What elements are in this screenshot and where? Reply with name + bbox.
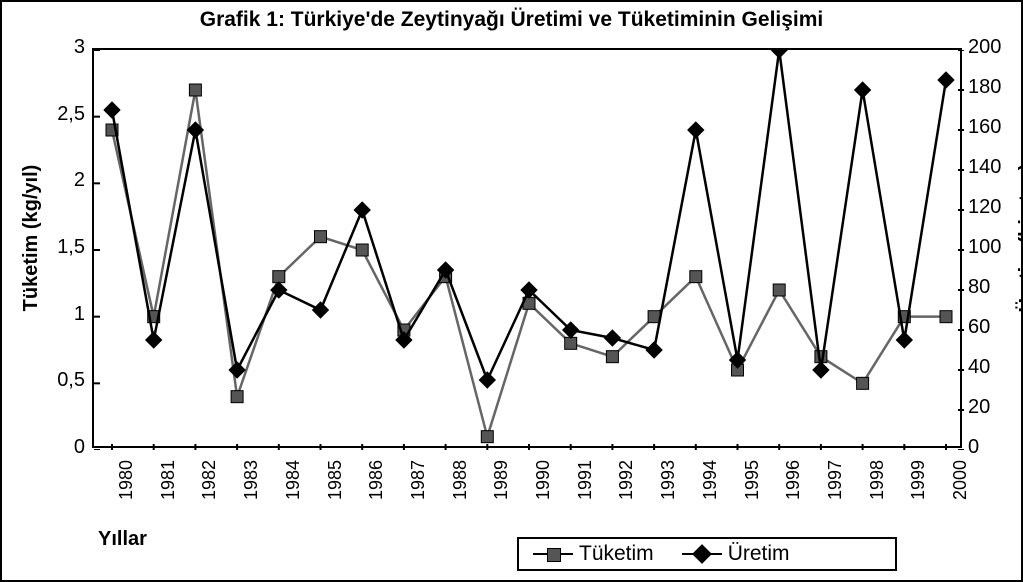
x-tick-label: 1984	[283, 460, 304, 500]
y-right-tick-label: 80	[968, 276, 990, 299]
legend-swatch-line	[533, 553, 573, 555]
square-marker-icon	[189, 84, 201, 96]
y-right-tick-label: 20	[968, 396, 990, 419]
square-marker-icon	[565, 337, 577, 349]
y-right-axis-title: Üretim (bin ton)	[1016, 138, 1023, 338]
plot-svg	[94, 50, 964, 450]
y-left-tick-label: 1	[37, 303, 85, 326]
square-marker-icon	[547, 548, 561, 562]
square-marker-icon	[773, 284, 785, 296]
y-left-axis-title: Tüketim (kg/yıl)	[20, 138, 43, 338]
y-right-tick-label: 100	[968, 236, 1001, 259]
legend-swatch-line	[682, 553, 722, 555]
y-right-tick-label: 40	[968, 356, 990, 379]
series-line-üretim	[112, 50, 946, 380]
chart-title: Grafik 1: Türkiye'de Zeytinyağı Üretimi …	[2, 8, 1021, 32]
square-marker-icon	[481, 431, 493, 443]
square-marker-icon	[273, 271, 285, 283]
y-right-tick-label: 60	[968, 316, 990, 339]
diamond-marker-icon	[354, 202, 370, 218]
x-tick-label: 1982	[199, 460, 220, 500]
x-tick-label: 1995	[742, 460, 763, 500]
x-tick-label: 1980	[116, 460, 137, 500]
diamond-marker-icon	[688, 122, 704, 138]
chart-container: Grafik 1: Türkiye'de Zeytinyağı Üretimi …	[0, 0, 1023, 582]
y-left-tick-label: 2,5	[37, 103, 85, 126]
x-axis-title: Yıllar	[98, 528, 147, 551]
diamond-marker-icon	[896, 332, 912, 348]
diamond-marker-icon	[771, 50, 787, 58]
x-tick-label: 1983	[241, 460, 262, 500]
x-tick-label: 1985	[325, 460, 346, 500]
diamond-marker-icon	[313, 302, 329, 318]
y-right-tick-label: 160	[968, 116, 1001, 139]
legend-item-uretim: Üretim	[682, 542, 790, 566]
x-tick-label: 1997	[825, 460, 846, 500]
x-tick-label: 1981	[158, 460, 179, 500]
square-marker-icon	[690, 271, 702, 283]
x-tick-label: 1987	[408, 460, 429, 500]
x-tick-label: 1992	[616, 460, 637, 500]
diamond-marker-icon	[692, 544, 712, 564]
square-marker-icon	[606, 351, 618, 363]
square-marker-icon	[315, 231, 327, 243]
x-tick-label: 1988	[450, 460, 471, 500]
plot-area	[92, 48, 962, 448]
square-marker-icon	[648, 311, 660, 323]
square-marker-icon	[940, 311, 952, 323]
legend-label: Tüketim	[579, 542, 654, 566]
y-left-tick-label: 2	[37, 169, 85, 192]
x-tick-label: 1999	[908, 460, 929, 500]
diamond-marker-icon	[479, 372, 495, 388]
x-tick-label: 1990	[533, 460, 554, 500]
legend-item-tuketim: Tüketim	[533, 542, 654, 566]
y-right-tick-label: 120	[968, 196, 1001, 219]
diamond-marker-icon	[813, 362, 829, 378]
x-tick-label: 2000	[950, 460, 971, 500]
y-left-tick-label: 1,5	[37, 236, 85, 259]
y-left-tick-label: 0	[37, 436, 85, 459]
diamond-marker-icon	[146, 332, 162, 348]
y-right-tick-label: 0	[968, 436, 979, 459]
square-marker-icon	[857, 377, 869, 389]
diamond-marker-icon	[604, 330, 620, 346]
series-line-tüketim	[112, 90, 946, 437]
diamond-marker-icon	[646, 342, 662, 358]
y-right-tick-label: 140	[968, 156, 1001, 179]
x-tick-label: 1994	[700, 460, 721, 500]
y-right-tick-label: 200	[968, 36, 1001, 59]
legend: Tüketim Üretim	[517, 537, 897, 571]
legend-label: Üretim	[728, 542, 790, 566]
x-tick-label: 1996	[783, 460, 804, 500]
diamond-marker-icon	[104, 102, 120, 118]
y-left-tick-label: 3	[37, 36, 85, 59]
x-tick-label: 1986	[366, 460, 387, 500]
square-marker-icon	[231, 391, 243, 403]
y-right-tick-label: 180	[968, 76, 1001, 99]
diamond-marker-icon	[938, 72, 954, 88]
diamond-marker-icon	[855, 82, 871, 98]
y-left-tick-label: 0,5	[37, 369, 85, 392]
x-tick-label: 1991	[575, 460, 596, 500]
x-tick-label: 1989	[491, 460, 512, 500]
x-tick-label: 1998	[867, 460, 888, 500]
square-marker-icon	[356, 244, 368, 256]
x-tick-label: 1993	[658, 460, 679, 500]
